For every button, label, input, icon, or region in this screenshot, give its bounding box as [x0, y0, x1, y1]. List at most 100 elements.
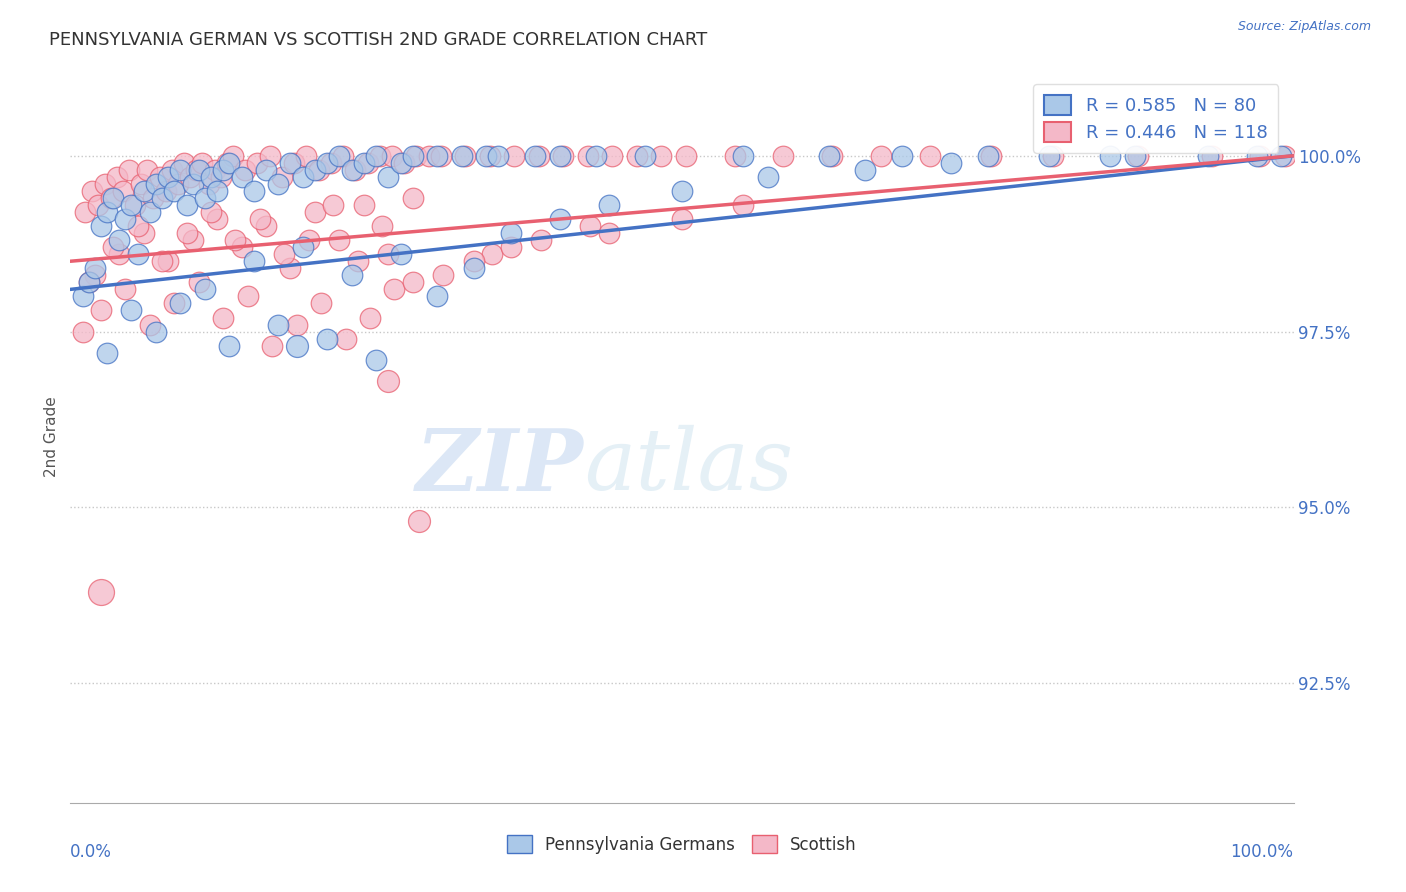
- Point: [524, 149, 547, 163]
- Point: [402, 191, 425, 205]
- Point: [976, 149, 998, 163]
- Point: [530, 233, 553, 247]
- Point: [114, 212, 136, 227]
- Point: [194, 282, 217, 296]
- Point: [650, 149, 672, 163]
- Point: [267, 177, 290, 191]
- Point: [90, 219, 112, 233]
- Point: [157, 254, 180, 268]
- Point: [90, 303, 112, 318]
- Point: [224, 233, 246, 247]
- Point: [291, 169, 314, 184]
- Point: [209, 169, 232, 184]
- Point: [328, 233, 350, 247]
- Point: [157, 169, 180, 184]
- Point: [939, 156, 962, 170]
- Point: [212, 162, 235, 177]
- Point: [319, 156, 342, 170]
- Point: [77, 276, 100, 290]
- Point: [478, 149, 501, 163]
- Point: [309, 296, 332, 310]
- Point: [304, 162, 326, 177]
- Point: [169, 162, 191, 177]
- Text: Source: ZipAtlas.com: Source: ZipAtlas.com: [1237, 20, 1371, 33]
- Point: [72, 289, 94, 303]
- Point: [353, 198, 375, 212]
- Point: [402, 149, 425, 163]
- Point: [218, 339, 240, 353]
- Point: [108, 233, 131, 247]
- Point: [626, 149, 648, 163]
- Point: [377, 169, 399, 184]
- Point: [384, 282, 406, 296]
- Point: [344, 162, 367, 177]
- Point: [254, 162, 277, 177]
- Point: [821, 149, 844, 163]
- Point: [90, 584, 112, 599]
- Point: [236, 289, 259, 303]
- Point: [82, 184, 104, 198]
- Point: [83, 261, 105, 276]
- Point: [308, 162, 330, 177]
- Point: [200, 205, 222, 219]
- Point: [527, 149, 550, 163]
- Point: [87, 198, 110, 212]
- Point: [249, 212, 271, 227]
- Point: [222, 149, 245, 163]
- Text: atlas: atlas: [583, 425, 793, 508]
- Point: [772, 149, 794, 163]
- Point: [634, 149, 657, 163]
- Point: [167, 177, 190, 191]
- Point: [163, 296, 186, 310]
- Point: [475, 149, 498, 163]
- Point: [246, 156, 269, 170]
- Point: [598, 226, 620, 240]
- Point: [145, 177, 167, 191]
- Point: [432, 268, 454, 283]
- Point: [105, 169, 128, 184]
- Point: [243, 184, 266, 198]
- Point: [1099, 149, 1122, 163]
- Point: [243, 254, 266, 268]
- Point: [139, 318, 162, 332]
- Point: [254, 219, 277, 233]
- Y-axis label: 2nd Grade: 2nd Grade: [44, 397, 59, 477]
- Point: [101, 191, 124, 205]
- Point: [187, 162, 209, 177]
- Point: [132, 226, 155, 240]
- Point: [176, 198, 198, 212]
- Point: [295, 149, 318, 163]
- Point: [548, 212, 571, 227]
- Point: [136, 162, 159, 177]
- Point: [150, 191, 173, 205]
- Point: [173, 156, 195, 170]
- Text: ZIP: ZIP: [416, 425, 583, 508]
- Point: [121, 198, 143, 212]
- Point: [405, 149, 427, 163]
- Point: [430, 149, 453, 163]
- Point: [186, 162, 208, 177]
- Point: [503, 149, 526, 163]
- Point: [389, 156, 412, 170]
- Point: [488, 149, 510, 163]
- Point: [111, 184, 134, 198]
- Point: [163, 184, 186, 198]
- Point: [579, 219, 602, 233]
- Point: [181, 233, 204, 247]
- Point: [356, 156, 378, 170]
- Point: [418, 149, 440, 163]
- Point: [891, 149, 914, 163]
- Point: [585, 149, 607, 163]
- Point: [332, 149, 354, 163]
- Point: [101, 240, 124, 254]
- Point: [280, 156, 302, 170]
- Point: [600, 149, 623, 163]
- Point: [394, 156, 416, 170]
- Point: [139, 205, 162, 219]
- Point: [328, 149, 350, 163]
- Point: [371, 219, 394, 233]
- Point: [273, 247, 295, 261]
- Point: [191, 156, 214, 170]
- Legend: Pennsylvania Germans, Scottish: Pennsylvania Germans, Scottish: [501, 829, 863, 860]
- Point: [723, 149, 745, 163]
